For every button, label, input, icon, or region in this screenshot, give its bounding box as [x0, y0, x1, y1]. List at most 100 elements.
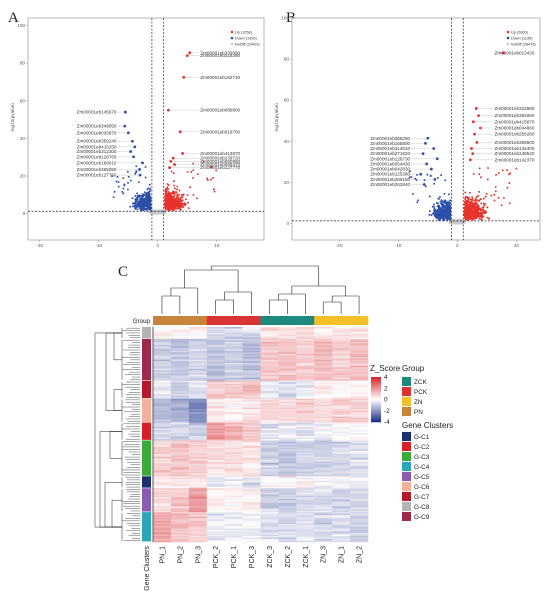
up-point — [477, 206, 480, 209]
up-point — [177, 205, 180, 208]
cluster-bar — [142, 398, 151, 422]
up-point — [210, 178, 212, 181]
down-point — [117, 181, 120, 183]
down-point — [144, 208, 147, 211]
up-point — [480, 215, 483, 218]
down-point — [443, 215, 446, 218]
down-point — [442, 208, 445, 211]
up-point — [482, 209, 485, 212]
up-point — [493, 199, 496, 202]
y-tick-label: 100 — [17, 23, 25, 28]
up-point — [192, 169, 195, 172]
down-point — [148, 192, 150, 195]
up-point — [178, 189, 181, 192]
down-point — [127, 181, 129, 184]
up-point — [482, 197, 485, 200]
cluster-bar — [142, 440, 151, 476]
legend-marker — [230, 42, 234, 46]
up-point — [486, 178, 489, 181]
up-point — [476, 199, 479, 202]
down-point — [138, 194, 141, 197]
legend-marker — [506, 36, 510, 40]
x-tick-label: -10 — [395, 243, 402, 248]
gene-label: Zm00001eb127770 — [200, 165, 240, 170]
down-point — [144, 197, 147, 200]
up-point — [471, 199, 474, 202]
up-point — [464, 204, 467, 207]
down-point — [131, 197, 134, 200]
up-point — [471, 218, 474, 221]
down-point — [440, 199, 443, 202]
column-labels: PN_1 PN_2 PN_3 PCK_2 PCK_1 PCK_3 ZCK_3 ZCK_2 ZCK… — [159, 546, 363, 568]
gene-label: Zm00001eb044660 — [495, 125, 535, 130]
x-tick-label: -10 — [95, 243, 102, 248]
up-point — [497, 196, 500, 199]
up-point — [166, 186, 169, 189]
legend-label: NoDiff (29409) — [235, 42, 260, 46]
down-point — [126, 170, 129, 173]
legend-marker — [230, 30, 234, 34]
up-point — [466, 196, 469, 198]
down-point — [123, 184, 126, 187]
down-point — [428, 213, 431, 216]
up-point — [495, 173, 498, 176]
labeled-down-point — [132, 155, 136, 159]
down-point — [112, 196, 115, 199]
group-cell — [260, 316, 279, 325]
heatmap-cells — [153, 327, 369, 543]
down-point — [442, 213, 445, 216]
up-point — [508, 182, 511, 184]
up-point — [185, 198, 187, 201]
up-point — [481, 212, 484, 215]
down-point — [443, 192, 446, 195]
down-point — [429, 175, 432, 178]
heatmap-cell — [242, 540, 261, 543]
down-point — [126, 188, 129, 191]
down-point — [117, 185, 120, 188]
gene-label: Zm00001eb050950 — [200, 159, 240, 164]
up-point — [174, 203, 177, 206]
down-point — [144, 176, 147, 179]
up-point — [164, 206, 167, 209]
gene-label: Zm00001eb413870 — [200, 151, 240, 156]
x-tick-label: -20 — [36, 243, 43, 248]
up-point — [170, 170, 173, 173]
y-tick-label: 100 — [281, 16, 289, 21]
column-dendrogram — [161, 265, 360, 314]
down-point — [444, 207, 447, 210]
up-point — [471, 214, 474, 217]
panel-letter-c: C — [118, 264, 128, 280]
heatmap-cell — [332, 540, 351, 543]
up-point — [172, 206, 175, 209]
up-point — [468, 191, 471, 194]
up-point — [497, 172, 500, 174]
y-tick-label: 80 — [284, 57, 290, 62]
down-point — [447, 201, 449, 204]
up-point — [478, 173, 481, 176]
up-point — [515, 167, 518, 170]
gene-label: Zm00001eb349050 — [77, 124, 117, 129]
up-point — [173, 193, 176, 196]
up-point — [170, 195, 173, 197]
up-point — [477, 215, 480, 218]
down-point — [143, 206, 145, 209]
up-point — [480, 218, 482, 221]
column-label: PN_1 — [159, 546, 166, 564]
down-point — [417, 199, 420, 202]
up-point — [493, 193, 496, 196]
up-point — [192, 162, 195, 165]
up-point — [475, 203, 478, 206]
up-point — [475, 196, 478, 198]
down-point — [144, 200, 147, 203]
down-point — [448, 210, 451, 212]
group-cell — [188, 316, 208, 325]
group-annotation: Group — [133, 316, 369, 325]
gene-label: Zm00001eb316290 — [200, 53, 240, 58]
up-point — [477, 194, 480, 197]
down-point — [137, 181, 140, 184]
up-point — [474, 206, 477, 209]
up-point — [176, 193, 179, 196]
volcano-panel-a: A-20 -10 0 10020406080100-log10(pvalue)Zm00… — [8, 10, 265, 248]
down-point — [134, 198, 137, 201]
down-point — [134, 172, 137, 175]
